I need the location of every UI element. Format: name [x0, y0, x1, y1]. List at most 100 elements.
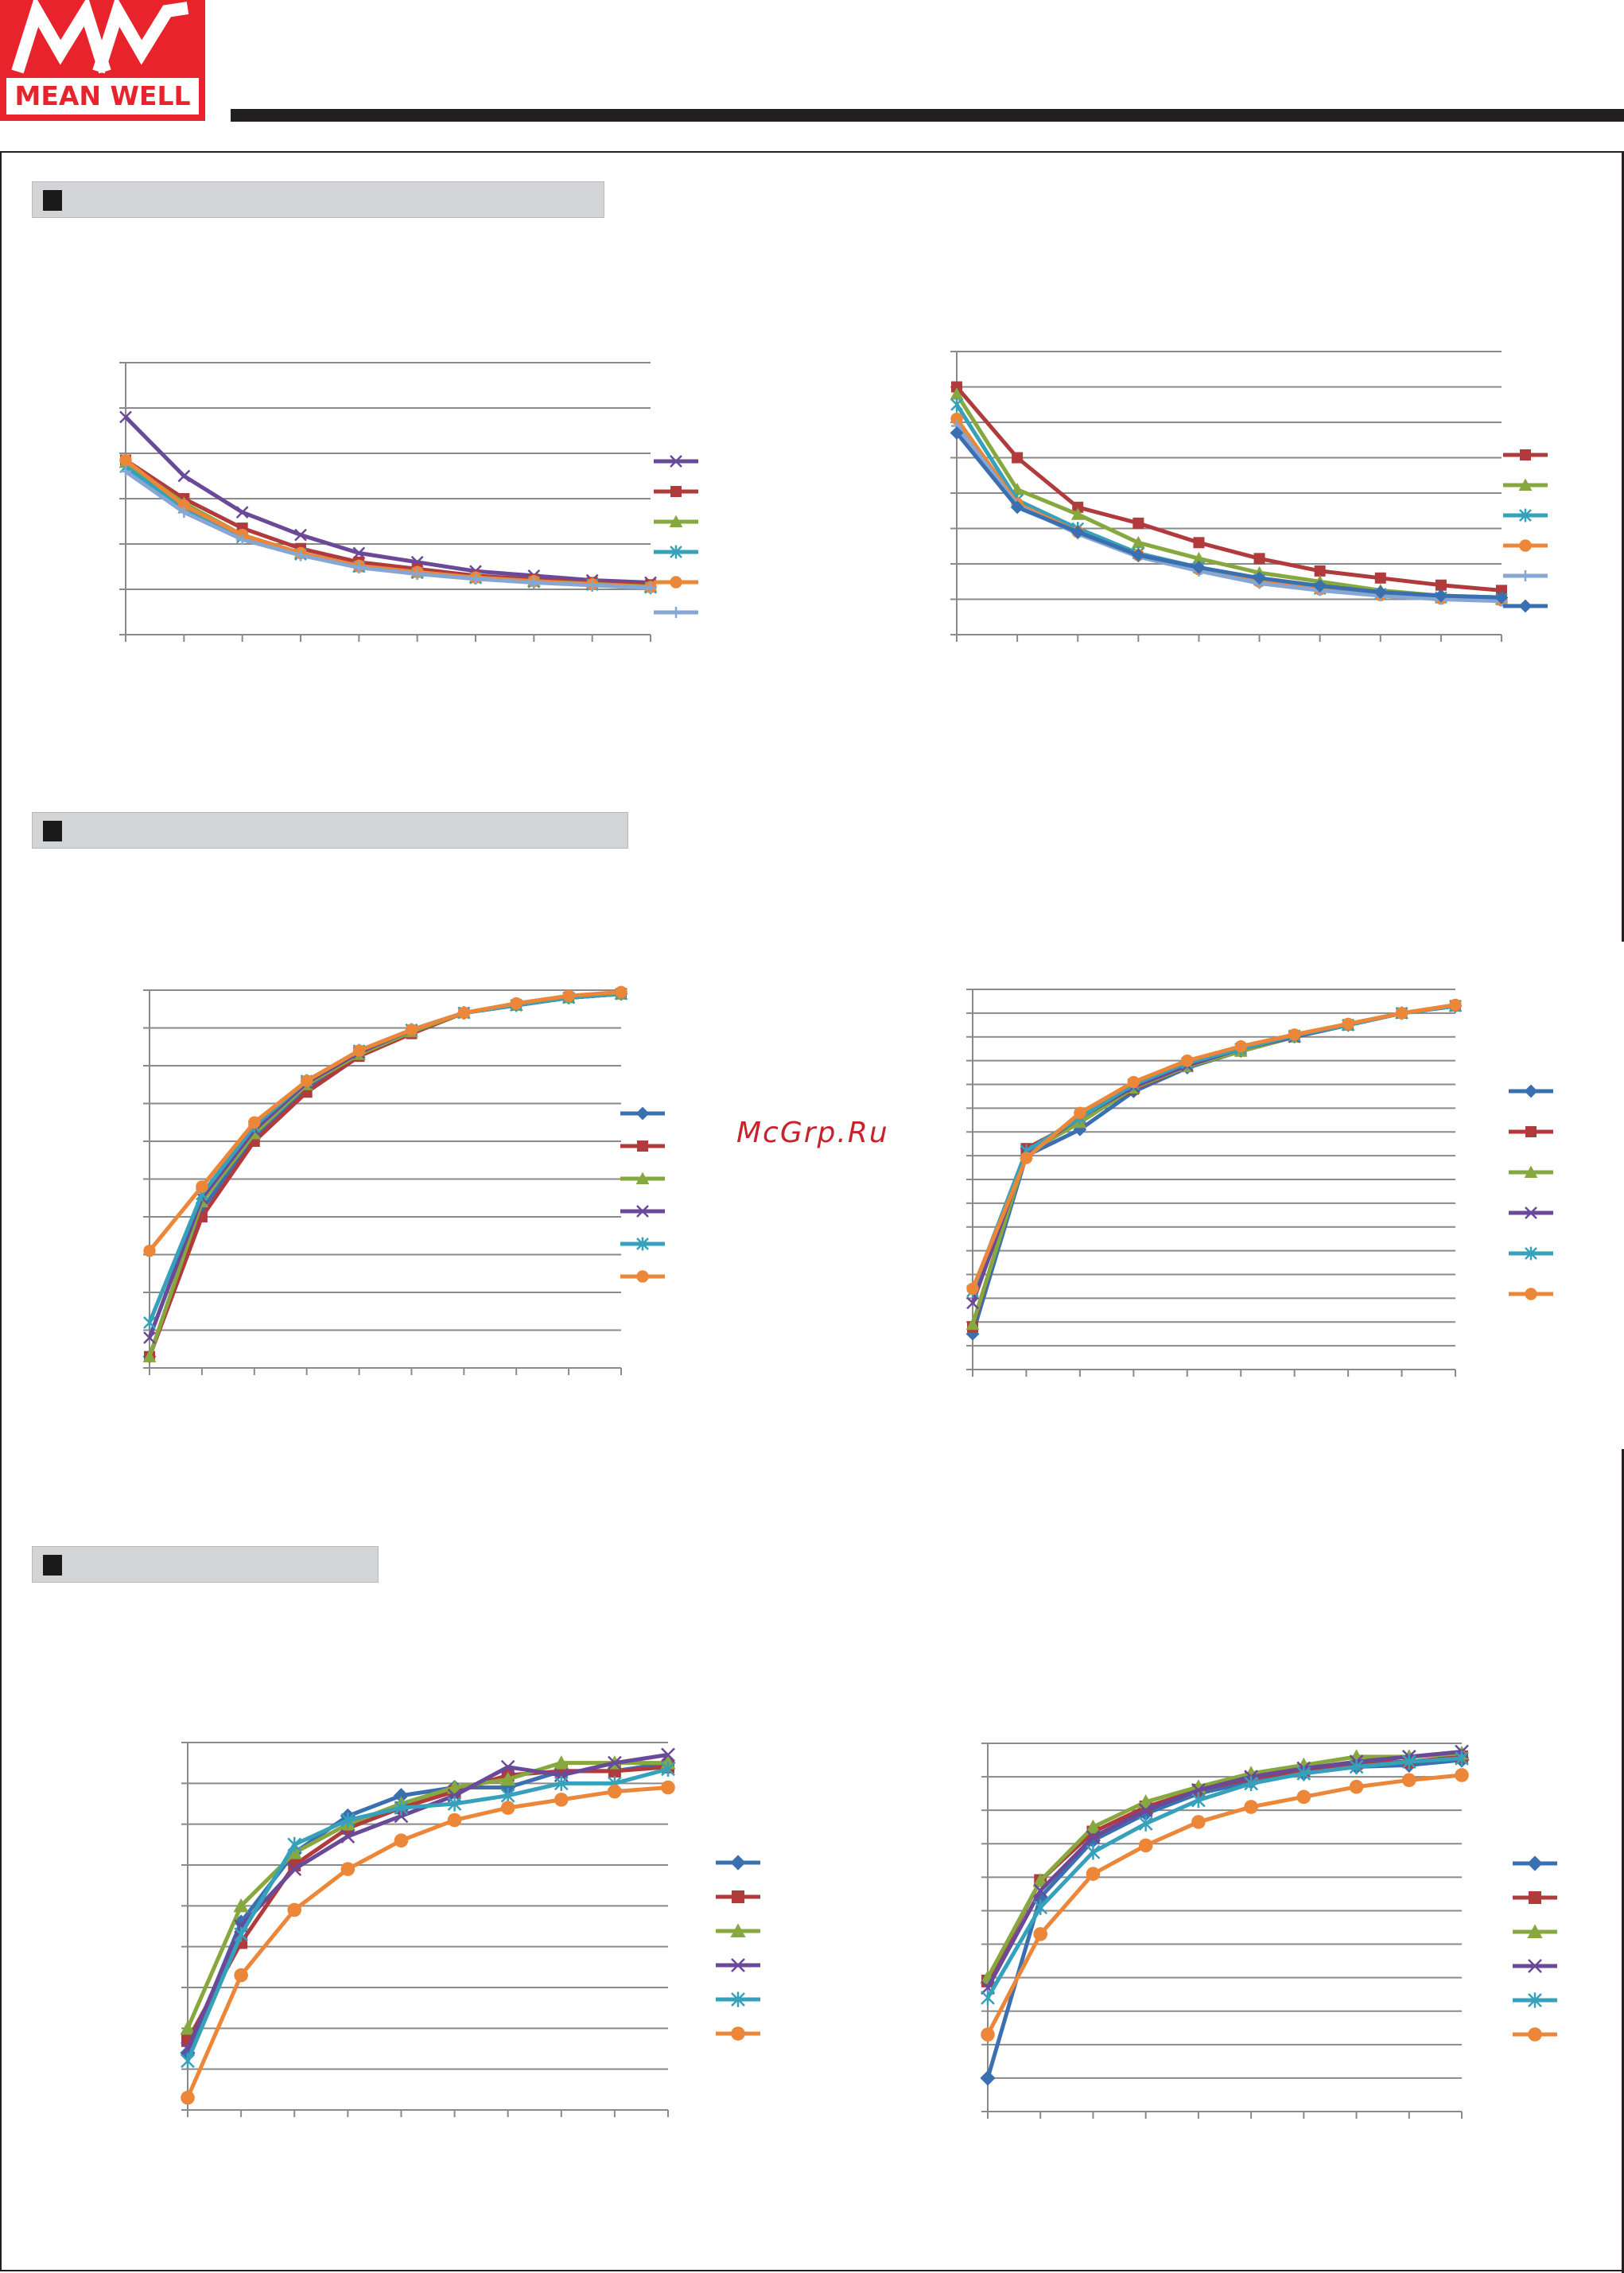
series-marker: [730, 1923, 746, 1937]
series-marker: [950, 425, 964, 440]
series-marker: [447, 1813, 462, 1828]
series-marker: [980, 2070, 996, 2086]
series-marker: [950, 398, 963, 412]
series-line-2: [954, 393, 1502, 600]
series-line-6: [124, 469, 651, 590]
series-marker: [1349, 1779, 1364, 1794]
series-line-6: [955, 431, 1502, 600]
series-marker: [1244, 1775, 1258, 1792]
series-line-5: [185, 1766, 669, 2062]
series-marker: [235, 506, 249, 519]
series-marker: [340, 1862, 355, 1876]
series-marker: [143, 1331, 156, 1344]
series-marker: [554, 1793, 569, 1807]
series-marker: [340, 1812, 355, 1828]
series-marker: [248, 1116, 261, 1129]
series-line-2: [185, 1765, 669, 2042]
line-chart-4: [965, 989, 1553, 1377]
series-marker: [180, 2020, 196, 2035]
series-marker: [287, 1836, 302, 1852]
series-line-4: [970, 1004, 1456, 1304]
header-rule: [231, 109, 1624, 122]
series-marker: [670, 607, 682, 618]
series-marker: [636, 1205, 649, 1218]
series-marker: [470, 573, 481, 585]
series-marker: [635, 1106, 650, 1121]
series-marker: [393, 1788, 410, 1804]
series-marker: [353, 561, 365, 573]
series-marker: [1086, 1844, 1101, 1860]
section-bullet-icon: [43, 190, 62, 211]
series-line-3: [985, 1751, 1463, 1979]
series-marker: [142, 1350, 157, 1362]
line-chart-1: [118, 362, 698, 642]
series-marker: [951, 381, 962, 393]
series-marker: [965, 1317, 980, 1331]
series-marker: [1033, 1883, 1048, 1898]
series-marker: [586, 579, 598, 591]
brand-text-box: [6, 78, 199, 115]
series-marker: [1192, 551, 1206, 565]
line-chart-6: [980, 1743, 1557, 2119]
series-line-4: [985, 1750, 1463, 1989]
series-marker: [1192, 561, 1206, 574]
series-marker: [1138, 1816, 1153, 1832]
series-marker: [394, 1833, 409, 1848]
series-marker: [234, 1968, 248, 1983]
series-marker: [1296, 1789, 1311, 1805]
series-marker: [457, 1006, 471, 1020]
series-marker: [1401, 1754, 1416, 1770]
series-marker: [177, 469, 191, 483]
series-line-1: [955, 385, 1502, 593]
series-line-1: [124, 415, 651, 585]
series-marker: [1342, 1017, 1354, 1031]
series-marker: [1518, 478, 1533, 491]
series-marker: [670, 576, 682, 589]
series-marker: [411, 568, 423, 580]
page-frame: [0, 151, 1622, 2271]
series-marker: [1133, 517, 1144, 529]
series-marker: [981, 2027, 995, 2042]
line-chart-2: [950, 351, 1548, 642]
series-marker: [1085, 1819, 1101, 1834]
series-marker: [1525, 1246, 1537, 1261]
series-marker: [510, 997, 523, 1010]
series-marker: [1519, 508, 1532, 523]
series-marker: [1528, 1992, 1542, 2008]
series-marker: [394, 1800, 409, 1816]
series-marker: [966, 1282, 979, 1296]
series-marker: [1010, 500, 1024, 515]
series-marker: [661, 1780, 675, 1795]
frame-right-edge-lower: [1622, 1449, 1624, 2273]
series-marker: [500, 1759, 515, 1774]
series-marker: [635, 1171, 650, 1184]
series-marker: [1244, 1800, 1258, 1814]
series-marker: [1395, 1007, 1408, 1020]
series-marker: [528, 577, 540, 589]
series-marker: [1435, 579, 1447, 591]
series-marker: [1074, 1106, 1086, 1120]
series-marker: [661, 1761, 675, 1777]
series-marker: [447, 1796, 462, 1812]
series-marker: [1032, 1872, 1048, 1887]
series-marker: [1012, 452, 1024, 464]
series-marker: [731, 1991, 745, 2007]
series-marker: [731, 2026, 745, 2041]
series-marker: [1131, 548, 1145, 562]
series-marker: [732, 1890, 744, 1903]
series-marker: [966, 1296, 979, 1310]
series-marker: [1314, 565, 1326, 577]
series-marker: [637, 1140, 648, 1152]
series-marker: [120, 465, 131, 477]
mw-logo-mark: [11, 0, 189, 74]
frame-right-edge: [1622, 151, 1624, 942]
series-marker: [950, 387, 964, 400]
series-marker: [1529, 1891, 1541, 1904]
series-marker: [295, 550, 306, 561]
series-marker: [119, 410, 132, 424]
series-marker: [1033, 1927, 1048, 1941]
series-marker: [181, 2053, 195, 2069]
series-marker: [1525, 1288, 1537, 1300]
series-marker: [661, 1747, 675, 1762]
